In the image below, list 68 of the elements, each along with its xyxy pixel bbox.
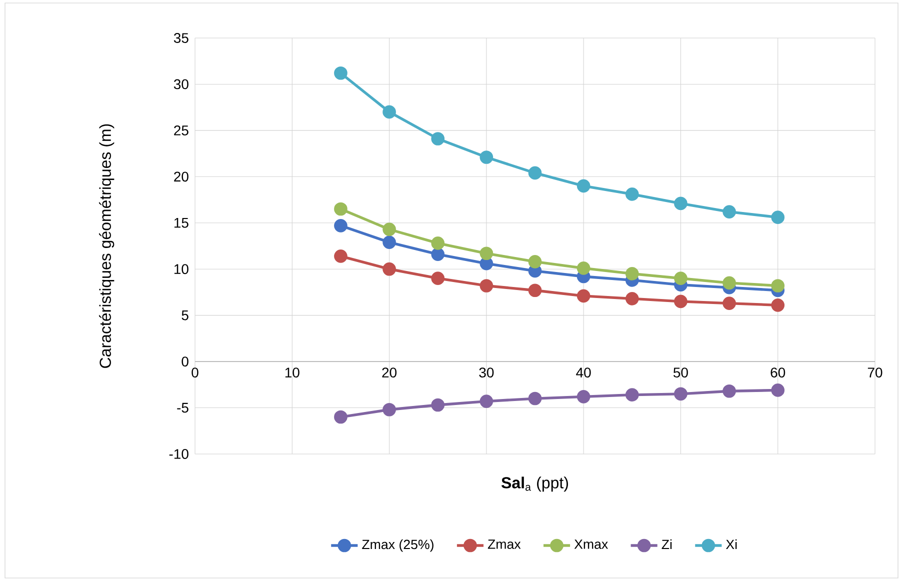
y-tick-label: 0 <box>182 356 188 367</box>
point <box>674 387 688 401</box>
point <box>722 205 736 218</box>
y-axis-title: Caractéristiques géométriques (m) <box>99 124 114 368</box>
point <box>528 255 542 268</box>
point <box>431 272 445 286</box>
point <box>528 392 542 406</box>
y-tick-label: 25 <box>174 125 188 136</box>
legend-label: Xmax <box>574 540 608 549</box>
point <box>382 222 396 236</box>
point <box>431 398 445 412</box>
point <box>625 292 639 306</box>
y-tick-label: 30 <box>174 79 188 90</box>
point <box>480 279 494 292</box>
x-tick-label: 60 <box>770 368 786 378</box>
point <box>334 218 348 232</box>
point <box>674 196 688 210</box>
point <box>334 249 348 263</box>
legend-label: Zi <box>662 539 672 550</box>
point <box>722 276 736 290</box>
point <box>576 179 590 193</box>
point <box>771 210 785 224</box>
x-axis-title: Sal$_{a}$ (ppt) <box>501 476 568 492</box>
y-tick-label: 10 <box>174 264 188 274</box>
point <box>674 272 688 286</box>
x-tick-label: 0 <box>192 368 198 378</box>
point <box>722 384 736 398</box>
legend-label: Zmax <box>488 540 521 549</box>
point <box>771 298 785 312</box>
point <box>771 279 785 292</box>
y-tick-label: 35 <box>174 33 188 43</box>
legend-label: Xi <box>726 539 737 550</box>
x-tick-label: 20 <box>382 368 397 378</box>
point <box>625 388 639 402</box>
point <box>431 248 445 261</box>
point <box>382 262 396 276</box>
point <box>382 105 396 119</box>
y-tick-label: 5 <box>182 310 188 320</box>
point <box>334 66 348 80</box>
point <box>431 132 445 146</box>
point <box>528 166 542 180</box>
y-tick-label: -5 <box>177 402 188 413</box>
y-tick-label: 15 <box>174 218 188 228</box>
x-tick-label: 40 <box>576 368 591 378</box>
point <box>431 236 445 250</box>
x-tick-label: 70 <box>868 368 882 378</box>
point <box>480 394 494 408</box>
x-tick-label: 10 <box>285 368 300 378</box>
x-tick-label: 50 <box>673 368 688 378</box>
legend-label: Zmax (25%) <box>362 539 434 552</box>
point <box>334 202 348 216</box>
point <box>480 246 494 260</box>
y-tick-label: -10 <box>169 449 188 459</box>
point <box>771 384 785 397</box>
point <box>674 294 688 308</box>
point <box>334 410 348 424</box>
point <box>382 236 396 249</box>
point <box>625 188 639 201</box>
point <box>576 390 590 404</box>
point <box>382 402 396 416</box>
point <box>722 296 736 310</box>
x-tick-label: 30 <box>479 368 494 378</box>
point <box>576 289 590 303</box>
point <box>528 284 542 298</box>
point <box>480 150 494 164</box>
point <box>576 262 590 275</box>
point <box>625 267 639 280</box>
y-tick-label: 20 <box>174 172 188 182</box>
